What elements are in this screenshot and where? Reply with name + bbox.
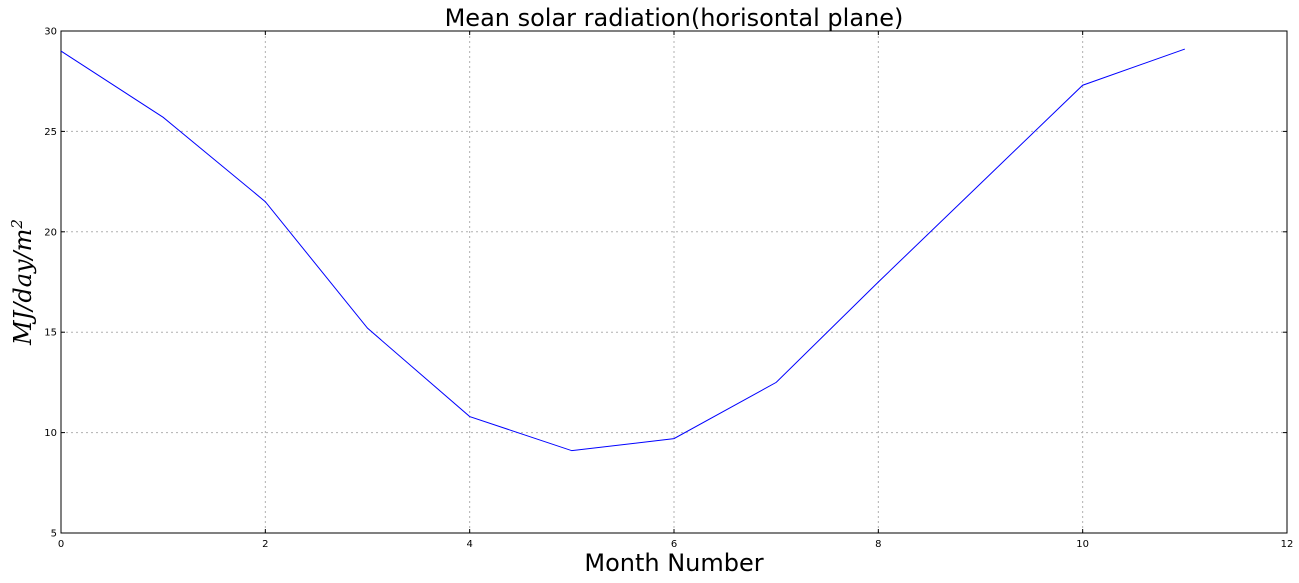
y-tick-label: 25 bbox=[44, 127, 57, 138]
x-tick-label: 8 bbox=[875, 539, 881, 550]
y-tick-label: 5 bbox=[51, 529, 57, 540]
y-tick-label: 20 bbox=[44, 227, 57, 238]
y-tick-label: 30 bbox=[44, 27, 57, 38]
grid bbox=[61, 31, 1287, 533]
x-tick-label: 12 bbox=[1281, 539, 1294, 550]
y-tick-label: 15 bbox=[44, 328, 57, 339]
x-axis-label: Month Number bbox=[584, 549, 763, 577]
ticks: 0 2 4 6 8 10 12 5 10 15 20 25 30 bbox=[44, 27, 1293, 551]
x-tick-label: 0 bbox=[58, 539, 64, 550]
x-tick-label: 2 bbox=[262, 539, 268, 550]
y-axis-label-superscript: 2 bbox=[8, 219, 26, 230]
series-line bbox=[60, 48, 1185, 452]
x-tick-label: 10 bbox=[1076, 539, 1089, 550]
series bbox=[60, 48, 1185, 452]
x-tick-label: 6 bbox=[671, 539, 677, 550]
chart-title: Mean solar radiation(horisontal plane) bbox=[445, 4, 904, 32]
y-axis-label-base: MJ/day/m bbox=[9, 229, 37, 346]
y-axis-label: MJ/day/m2 bbox=[8, 219, 37, 346]
x-tick-label: 4 bbox=[466, 539, 472, 550]
y-tick-label: 10 bbox=[44, 428, 57, 439]
